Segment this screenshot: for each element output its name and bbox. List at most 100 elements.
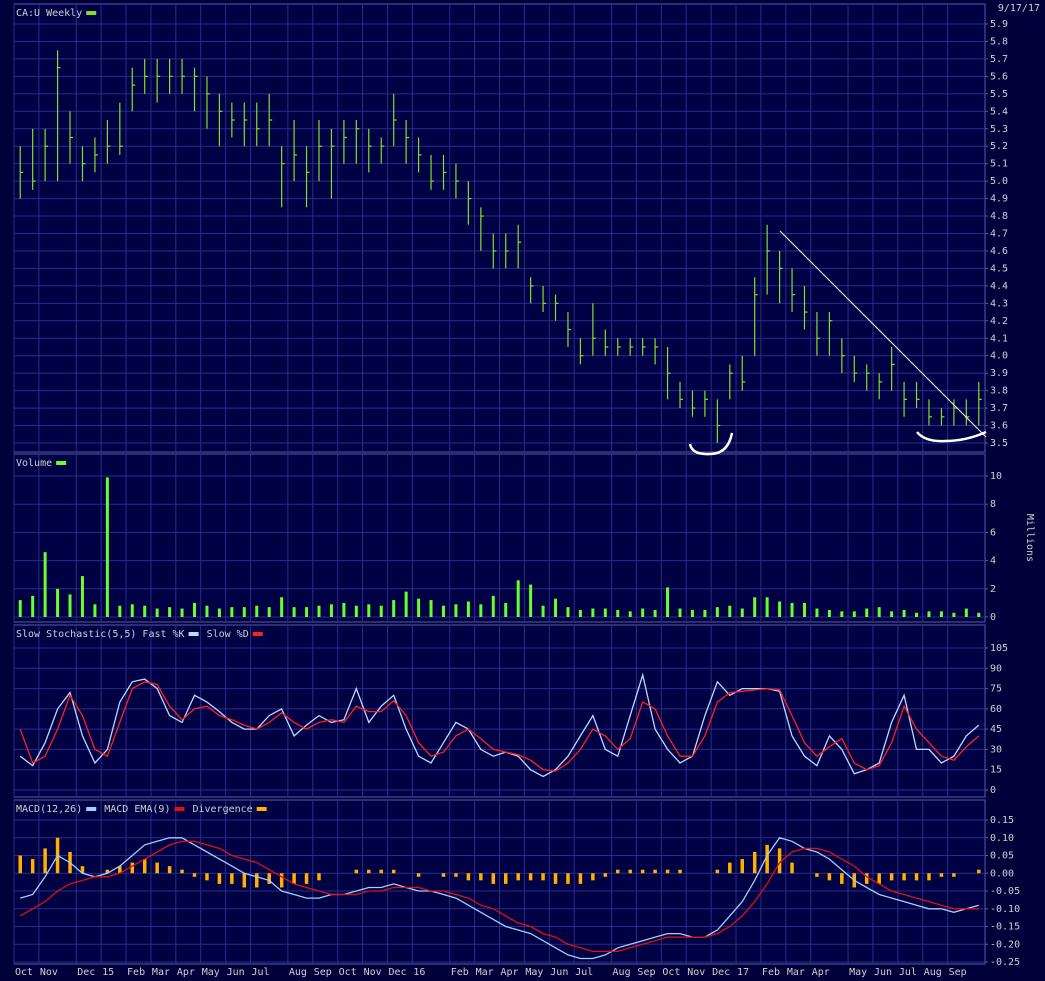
bar bbox=[292, 607, 296, 617]
bar bbox=[591, 873, 595, 881]
y-tick-label: 6 bbox=[990, 527, 996, 538]
y-tick-label: -0.15 bbox=[990, 922, 1020, 933]
bar bbox=[441, 873, 446, 877]
y-tick-label: 30 bbox=[990, 744, 1002, 755]
y-tick-label: 3.7 bbox=[990, 403, 1008, 414]
legend-swatch bbox=[174, 807, 185, 811]
y-tick-label: 0.15 bbox=[990, 815, 1014, 826]
y-tick-label: 4.6 bbox=[990, 246, 1008, 257]
bar bbox=[379, 605, 383, 617]
bar bbox=[516, 580, 520, 617]
y-tick-label: 8 bbox=[990, 499, 996, 510]
bar bbox=[217, 873, 222, 884]
bar bbox=[578, 873, 583, 884]
bar bbox=[877, 607, 881, 617]
bar bbox=[827, 609, 831, 617]
bar bbox=[666, 587, 670, 617]
bar bbox=[217, 608, 221, 617]
legend-swatch bbox=[252, 632, 263, 636]
bar bbox=[479, 873, 483, 881]
bar bbox=[553, 873, 558, 884]
y-tick-label: 10 bbox=[990, 471, 1002, 482]
bar bbox=[305, 607, 309, 617]
y-tick-label: 5.4 bbox=[990, 106, 1008, 117]
bar bbox=[964, 608, 968, 617]
y-tick-label: 4.5 bbox=[990, 263, 1008, 274]
x-tick-label: Mar bbox=[476, 967, 494, 978]
bar bbox=[678, 869, 682, 874]
bar bbox=[193, 602, 197, 617]
bar bbox=[93, 604, 97, 617]
y-tick-label: 5.1 bbox=[990, 159, 1008, 170]
bar bbox=[43, 552, 47, 617]
bar bbox=[280, 597, 284, 617]
y-tick-label: 105 bbox=[990, 643, 1008, 654]
bar bbox=[877, 873, 881, 884]
legend-label: Volume bbox=[16, 458, 52, 469]
bar bbox=[715, 869, 720, 874]
bar bbox=[840, 611, 844, 617]
y-tick-label: 5.3 bbox=[990, 124, 1008, 135]
x-tick-label: Jun bbox=[874, 967, 892, 978]
bar bbox=[180, 608, 184, 617]
y-tick-label: 4.3 bbox=[990, 298, 1008, 309]
bar bbox=[68, 594, 72, 617]
bar bbox=[728, 605, 732, 617]
bar bbox=[304, 873, 309, 884]
x-tick-label: Mar bbox=[787, 967, 805, 978]
bar bbox=[155, 608, 159, 617]
bar bbox=[603, 608, 607, 617]
bar bbox=[317, 605, 321, 617]
bar bbox=[628, 611, 632, 617]
bar bbox=[827, 873, 832, 881]
bar bbox=[541, 873, 545, 881]
x-tick-label: Aug bbox=[289, 967, 307, 978]
bar bbox=[529, 584, 533, 617]
x-tick-label: May bbox=[202, 967, 220, 978]
bar bbox=[641, 608, 645, 617]
bar bbox=[230, 607, 234, 617]
bar bbox=[342, 602, 346, 617]
bar bbox=[292, 873, 296, 884]
y-tick-label: 4.8 bbox=[990, 211, 1008, 222]
bar bbox=[778, 601, 782, 617]
bar bbox=[554, 598, 558, 617]
bar bbox=[279, 873, 284, 888]
date: 9/17/17 bbox=[998, 3, 1040, 14]
bar bbox=[802, 602, 806, 617]
bar bbox=[977, 869, 981, 874]
x-tick-label: Jul bbox=[899, 967, 917, 978]
bar bbox=[255, 605, 259, 617]
bar bbox=[690, 609, 694, 617]
bar bbox=[255, 873, 259, 888]
y-tick-label: 45 bbox=[990, 724, 1002, 735]
bar bbox=[977, 612, 981, 617]
bar bbox=[566, 873, 570, 884]
bar bbox=[889, 873, 894, 881]
bar bbox=[18, 855, 22, 874]
x-tick-label: Feb bbox=[451, 967, 469, 978]
bar bbox=[80, 866, 85, 874]
bar bbox=[118, 866, 122, 874]
bar bbox=[902, 873, 906, 881]
legend-swatch bbox=[188, 632, 199, 636]
bar bbox=[479, 604, 483, 617]
y-tick-label: 3.9 bbox=[990, 368, 1008, 379]
x-tick-label: Dec bbox=[388, 967, 406, 978]
bar bbox=[43, 848, 47, 874]
x-tick-label: Jun bbox=[550, 967, 568, 978]
x-tick-label: Feb bbox=[762, 967, 780, 978]
bar bbox=[752, 851, 757, 874]
bar bbox=[927, 873, 931, 881]
trend-line bbox=[779, 230, 987, 438]
x-tick-label: 15 bbox=[102, 967, 114, 978]
bar bbox=[740, 608, 744, 617]
y-tick-label: 4.0 bbox=[990, 351, 1008, 362]
x-tick-label: Oct bbox=[339, 967, 357, 978]
y-tick-label: 5.0 bbox=[990, 176, 1008, 187]
bar bbox=[777, 848, 782, 874]
bar bbox=[143, 605, 147, 617]
y-tick-label: 4.2 bbox=[990, 316, 1008, 327]
bar bbox=[491, 595, 495, 617]
legend-swatch bbox=[86, 807, 97, 811]
